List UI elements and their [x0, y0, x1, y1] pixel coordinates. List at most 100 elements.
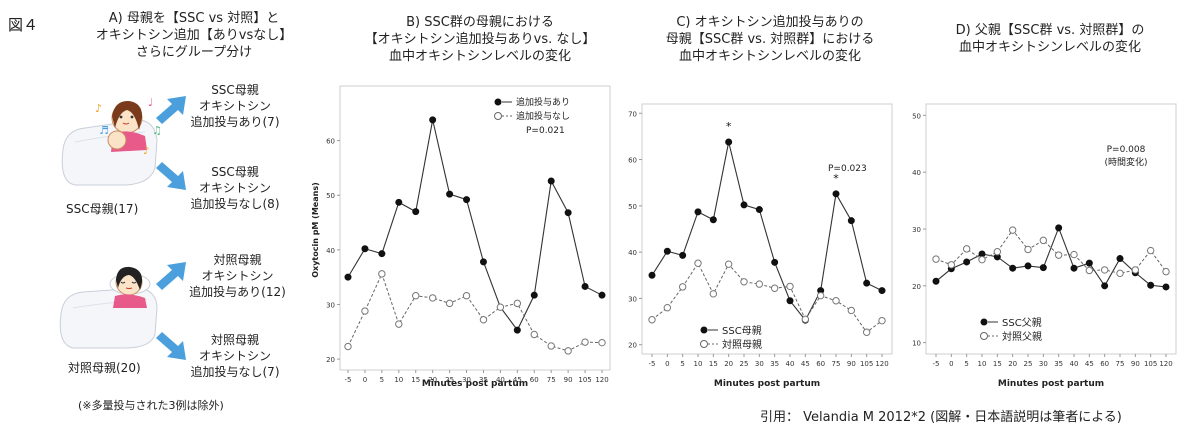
- footnote: (※多量投与された3例は除外): [78, 399, 224, 412]
- data-point: [694, 259, 702, 267]
- data-point: [1085, 259, 1093, 267]
- data-point: [1054, 251, 1063, 259]
- music-note-icon: ♪: [95, 102, 102, 115]
- data-point: [740, 201, 748, 209]
- data-point: [932, 277, 940, 285]
- data-point: [1009, 264, 1017, 272]
- data-point: [446, 190, 454, 198]
- y-tick-label: 70: [628, 110, 637, 118]
- significance-mark: *: [833, 172, 839, 185]
- data-point: [862, 328, 871, 336]
- data-point: [344, 273, 352, 281]
- x-tick-label: 120: [595, 376, 608, 384]
- y-tick-label: 30: [912, 226, 921, 234]
- data-point: [786, 297, 794, 305]
- chart-b: Oxytocin pM (Means) Minutes post partum …: [311, 85, 611, 389]
- y-tick-label: 30: [326, 301, 335, 309]
- chart-d-p-value: P=0.008: [1107, 145, 1146, 155]
- x-tick-label: 0: [665, 360, 669, 368]
- x-tick-label: 25: [740, 360, 749, 368]
- data-point: [1008, 226, 1017, 234]
- chart-d-xlabel: Minutes post partum: [998, 379, 1104, 389]
- significance-mark: *: [726, 120, 732, 133]
- data-point: [878, 287, 886, 295]
- x-tick-label: 10: [978, 360, 987, 368]
- series-line-1: [651, 141, 883, 322]
- panel-a-title: A) 母親を【SSC vs 対照】と オキシトシン追加【ありvsなし】 さらにグ…: [95, 11, 293, 60]
- y-tick-label: 50: [912, 112, 921, 120]
- music-note-icon: ♬: [99, 124, 109, 137]
- data-point: [663, 304, 672, 312]
- data-point: [581, 338, 589, 346]
- data-point: [412, 292, 420, 300]
- x-tick-label: 40: [1070, 360, 1079, 368]
- control-mother-label: 対照母親(20): [68, 361, 141, 375]
- y-tick-label: 50: [628, 203, 637, 211]
- data-point: [429, 116, 437, 124]
- data-point: [463, 196, 471, 204]
- y-tick-label: 60: [326, 138, 335, 146]
- series-line-2: [347, 272, 603, 352]
- data-point: [847, 217, 855, 225]
- data-point: [832, 190, 840, 198]
- data-point: [361, 245, 369, 253]
- music-note-icon: ♩: [148, 96, 153, 109]
- data-point: [547, 342, 555, 350]
- data-point: [1100, 266, 1109, 274]
- data-point: [598, 291, 606, 299]
- data-point: [963, 258, 971, 266]
- x-tick-label: 30: [755, 360, 764, 368]
- x-tick-label: 90: [1131, 360, 1140, 368]
- data-point: [462, 292, 471, 300]
- data-point: [1162, 283, 1170, 291]
- x-tick-label: 35: [479, 376, 488, 384]
- arrow-up-right-icon: [156, 262, 186, 290]
- x-tick-label: 45: [513, 376, 522, 384]
- y-tick-label: 40: [912, 169, 921, 177]
- data-point: [801, 315, 810, 323]
- chart-c: Minutes post partum -5 0 5 10 15 20 25 30 35 40 45…: [628, 103, 893, 389]
- x-tick-label: 120: [1159, 360, 1172, 368]
- data-point: [755, 280, 764, 288]
- data-point: [1101, 282, 1109, 290]
- y-tick-label: 10: [912, 340, 921, 348]
- data-point: [786, 282, 794, 291]
- x-tick-label: 0: [363, 376, 367, 384]
- data-point: [1039, 236, 1048, 245]
- x-tick-label: 45: [801, 360, 810, 368]
- y-tick-label: 40: [326, 247, 335, 255]
- x-tick-label: 0: [949, 360, 953, 368]
- x-tick-label: 5: [380, 376, 384, 384]
- data-point: [1116, 269, 1124, 278]
- x-tick-label: -5: [345, 376, 352, 384]
- series-line-2: [935, 229, 1167, 274]
- y-tick-label: 20: [628, 342, 637, 350]
- x-tick-label: 90: [564, 376, 573, 384]
- x-tick-label: 105: [860, 360, 873, 368]
- data-point: [344, 342, 352, 351]
- figure-label: 図４: [8, 16, 39, 34]
- data-point: [709, 290, 718, 298]
- chart-d-legend-series-1: SSC父親: [1002, 316, 1042, 329]
- y-tick-label: 60: [628, 157, 637, 165]
- data-point: [378, 250, 386, 258]
- chart-b-xlabel: Minutes post partum: [422, 379, 528, 389]
- music-note-icon: ♪: [143, 146, 149, 157]
- x-tick-label: 20: [428, 376, 437, 384]
- chart-b-ylabel: Oxytocin pM (Means): [311, 182, 320, 278]
- data-point: [496, 303, 505, 311]
- data-point: [1024, 262, 1032, 270]
- data-point: [598, 338, 606, 347]
- data-point: [678, 283, 687, 291]
- data-point: [694, 208, 702, 216]
- panel-b-title: B) SSC群の母親における 【オキシトシン追加投与ありvs. なし】 血中オキ…: [364, 15, 596, 64]
- x-tick-label: 30: [1039, 360, 1048, 368]
- arrow-up-right-icon: [156, 96, 186, 124]
- data-point: [932, 255, 940, 263]
- chart-c-legend-series-1: SSC母親: [722, 324, 762, 337]
- x-tick-label: 35: [770, 360, 779, 368]
- data-point: [395, 320, 403, 328]
- x-tick-label: 10: [394, 376, 403, 384]
- data-point: [479, 316, 488, 324]
- data-point: [740, 278, 748, 286]
